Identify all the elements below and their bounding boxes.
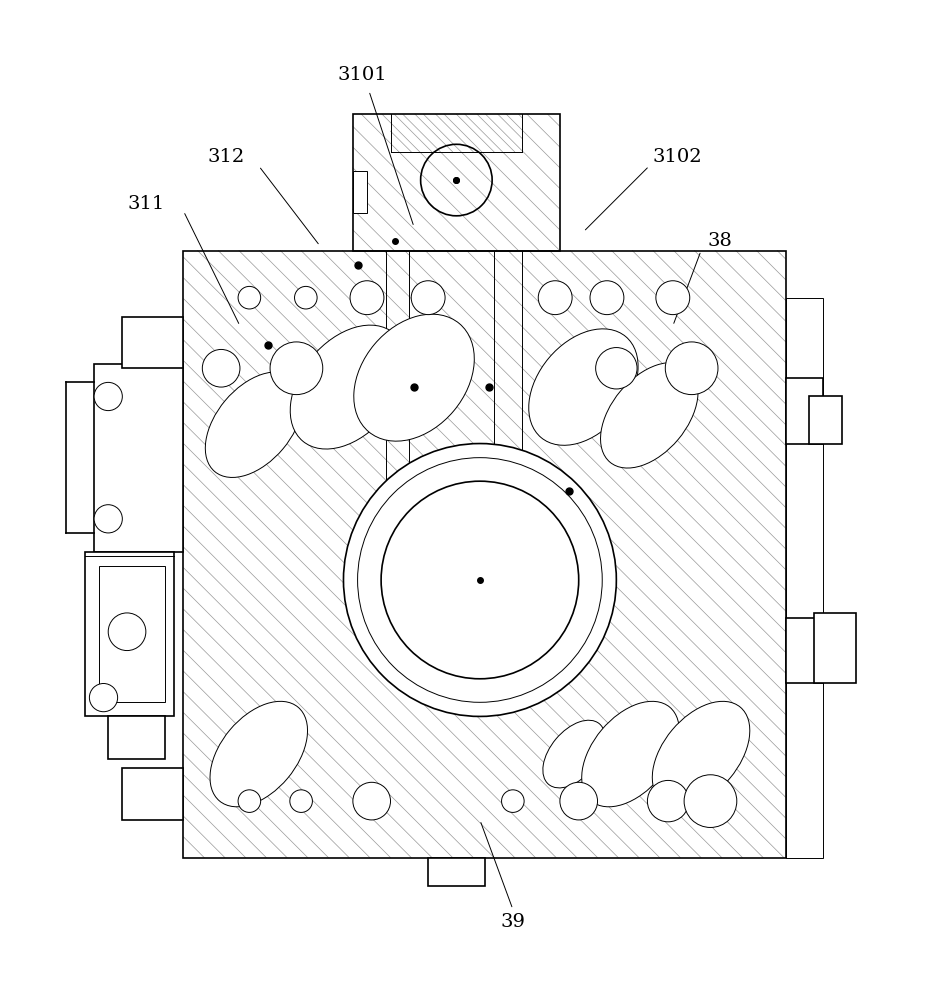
Circle shape [295, 286, 317, 309]
Polygon shape [814, 613, 856, 683]
Text: 38: 38 [708, 232, 732, 250]
Ellipse shape [210, 701, 308, 807]
Polygon shape [786, 618, 823, 683]
Circle shape [238, 790, 261, 812]
Ellipse shape [543, 720, 605, 788]
Circle shape [590, 281, 624, 315]
Text: 311: 311 [127, 195, 165, 213]
Ellipse shape [652, 701, 750, 807]
Circle shape [94, 505, 122, 533]
Circle shape [353, 782, 391, 820]
Ellipse shape [290, 325, 407, 449]
Polygon shape [122, 317, 183, 368]
Circle shape [411, 281, 445, 315]
Ellipse shape [205, 372, 303, 477]
Circle shape [89, 683, 118, 712]
Polygon shape [353, 171, 367, 213]
Circle shape [665, 342, 718, 395]
Circle shape [538, 281, 572, 315]
Circle shape [202, 349, 240, 387]
Ellipse shape [529, 329, 638, 445]
Circle shape [647, 780, 689, 822]
Circle shape [684, 775, 737, 827]
Text: 39: 39 [501, 913, 525, 931]
Text: 3102: 3102 [653, 148, 702, 166]
Circle shape [108, 613, 146, 651]
Circle shape [238, 286, 261, 309]
Ellipse shape [600, 363, 698, 468]
Polygon shape [122, 768, 183, 820]
Text: 312: 312 [207, 148, 245, 166]
Circle shape [343, 444, 616, 716]
Text: 3101: 3101 [338, 66, 387, 84]
Polygon shape [108, 716, 165, 759]
Circle shape [270, 342, 323, 395]
Circle shape [381, 481, 579, 679]
Polygon shape [85, 552, 174, 716]
Circle shape [656, 281, 690, 315]
Ellipse shape [354, 314, 474, 441]
Circle shape [560, 782, 598, 820]
Circle shape [94, 382, 122, 411]
Polygon shape [428, 858, 485, 886]
Circle shape [596, 348, 637, 389]
Circle shape [290, 790, 312, 812]
Polygon shape [94, 364, 183, 552]
Polygon shape [809, 396, 842, 444]
Polygon shape [786, 378, 823, 444]
Circle shape [350, 281, 384, 315]
Polygon shape [786, 298, 823, 858]
Polygon shape [99, 566, 165, 702]
Circle shape [502, 790, 524, 812]
Ellipse shape [582, 701, 679, 807]
